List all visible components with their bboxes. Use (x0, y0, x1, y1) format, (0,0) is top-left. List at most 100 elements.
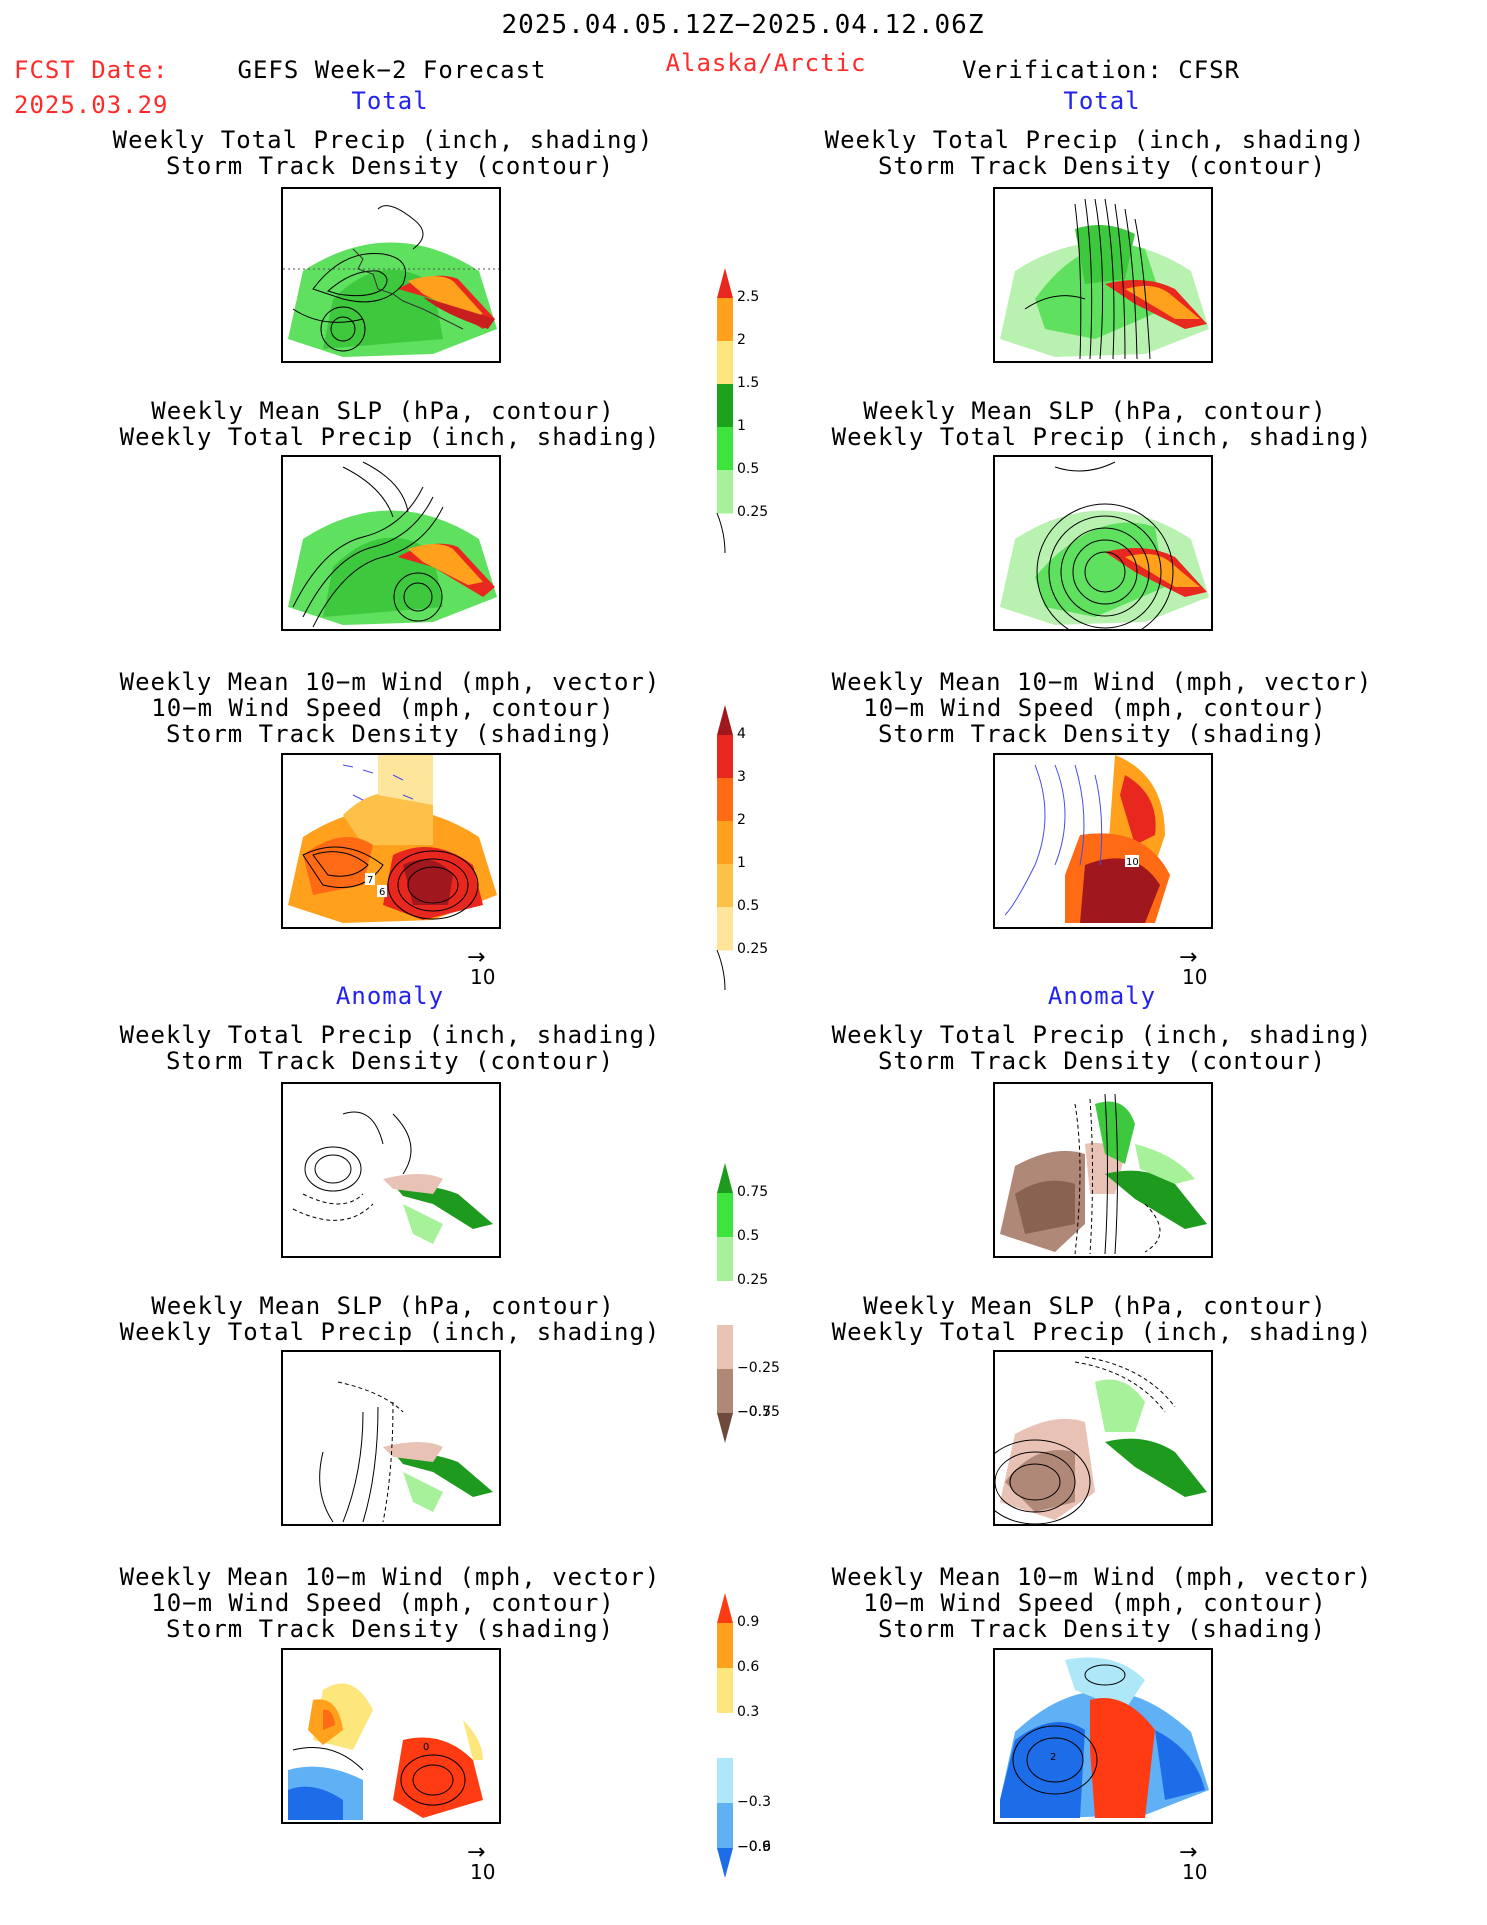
fcst-date-value: 2025.03.29 (14, 91, 169, 119)
panel-title: 10−m Wind Speed (mph, contour) (863, 694, 1327, 722)
colorbar-label: 0.5 (737, 898, 760, 914)
panel-title: Weekly Total Precip (inch, shading) (831, 1318, 1373, 1346)
colorbar-label: 0.25 (737, 941, 769, 957)
section-anomaly-left: Anomaly (335, 982, 445, 1010)
panel-title: Weekly Mean 10−m Wind (mph, vector) (831, 1563, 1373, 1591)
panel-title: Storm Track Density (contour) (877, 152, 1327, 180)
colorbar-label: 0.3 (737, 1704, 760, 1720)
colorbar-label: 0.9 (737, 1614, 760, 1630)
colorbar-label: 2 (737, 332, 746, 348)
colorbar-track-total: 4 3 2 1 0.5 0.25 (715, 705, 795, 990)
colorbar-swatch (717, 735, 733, 779)
panel-title: 10−m Wind Speed (mph, contour) (151, 694, 615, 722)
colorbar-swatch (717, 1281, 733, 1326)
colorbar-swatch (717, 298, 733, 342)
colorbar-label: −0.75 (737, 1404, 780, 1420)
contour-label: 2 (1050, 1752, 1056, 1763)
colorbar-swatch (717, 1758, 733, 1804)
panel-title: 10−m Wind Speed (mph, contour) (151, 1589, 615, 1617)
colorbar-label: 0.25 (737, 1272, 769, 1288)
colorbar-label: −0.5 (737, 1404, 771, 1420)
panel-title: Weekly Total Precip (inch, shading) (824, 126, 1366, 154)
colorbar-label: −0.9 (737, 1839, 771, 1855)
colorbar-label: 1.5 (737, 375, 760, 391)
colorbar-label: 1 (737, 855, 746, 871)
date-range-title: 2025.04.05.12Z−2025.04.12.06Z (501, 10, 985, 40)
vector-reference-arrow-icon: → (467, 945, 486, 970)
panel-title: Weekly Mean 10−m Wind (mph, vector) (119, 668, 661, 696)
panel-title: Weekly Mean SLP (hPa, contour) (151, 1292, 615, 1320)
colorbar-top-triangle (717, 268, 733, 298)
panel-title: Weekly Total Precip (inch, shading) (831, 1021, 1373, 1049)
colorbar-swatch (717, 1713, 733, 1759)
colorbar-swatch (717, 341, 733, 385)
colorbar-swatch (717, 821, 733, 865)
panel-title: Weekly Total Precip (inch, shading) (119, 1318, 661, 1346)
contour-label: 6 (379, 887, 385, 898)
contour-label: 7 (367, 875, 373, 886)
colorbar-precip-total: 2.5 2 1.5 1 0.5 0.25 (715, 268, 795, 553)
colorbar-swatch (717, 1325, 733, 1370)
panel-title: Storm Track Density (shading) (165, 720, 615, 748)
colorbar-swatch (717, 1803, 733, 1849)
colorbar-bottom-triangle (717, 1413, 733, 1443)
panel-title: Storm Track Density (contour) (165, 152, 615, 180)
panel-title: Storm Track Density (shading) (877, 720, 1327, 748)
colorbar-swatch (717, 470, 733, 514)
panel-title: Weekly Total Precip (inch, shading) (119, 423, 661, 451)
colorbar-label: −0.3 (737, 1794, 771, 1810)
panel-title: Weekly Total Precip (inch, shading) (831, 423, 1373, 451)
colorbar-label: 3 (737, 769, 746, 785)
colorbar-swatch (717, 427, 733, 471)
colorbar-label: 0.5 (737, 1228, 760, 1244)
panel-title: Weekly Total Precip (inch, shading) (112, 126, 654, 154)
map-verif-total-wind-track: 10 (993, 753, 1213, 929)
colorbar-label: 4 (737, 726, 746, 742)
fcst-date-label: FCST Date: (14, 56, 169, 84)
colorbar-label: 0.6 (737, 1659, 760, 1675)
map-fcst-total-precip-track (281, 187, 501, 363)
vector-reference-label: 10 (1182, 1860, 1208, 1884)
vector-reference-arrow-icon: → (1179, 945, 1198, 970)
colorbar-track-anomaly: 0.9 0.6 0.3 −0.3 −0.6 −0.9 (715, 1593, 795, 1878)
colorbar-top-triangle (717, 705, 733, 735)
colorbar-swatch (717, 1237, 733, 1282)
map-fcst-anom-slp-precip (281, 1350, 501, 1526)
vector-reference-label: 10 (470, 965, 496, 989)
colorbar-swatch (717, 1623, 733, 1669)
map-fcst-anom-precip-track (281, 1082, 501, 1258)
map-verif-anom-precip-track (993, 1082, 1213, 1258)
colorbar-swatch (717, 384, 733, 428)
map-fcst-anom-wind-track: 0 (281, 1648, 501, 1824)
contour-label: 10 (1126, 857, 1139, 868)
colorbar-label: 0.5 (737, 461, 760, 477)
colorbar-swatch (717, 907, 733, 951)
panel-title: Storm Track Density (contour) (165, 1047, 615, 1075)
panel-title: Weekly Mean 10−m Wind (mph, vector) (119, 1563, 661, 1591)
colorbar-swatch (717, 1193, 733, 1238)
panel-title: Weekly Mean SLP (hPa, contour) (863, 397, 1327, 425)
panel-title: Weekly Total Precip (inch, shading) (119, 1021, 661, 1049)
colorbar-swatch (717, 1668, 733, 1714)
contour-label: 0 (423, 1742, 429, 1753)
panel-title: Weekly Mean SLP (hPa, contour) (863, 1292, 1327, 1320)
verification-title: Verification: CFSR (961, 56, 1241, 84)
colorbar-label: 0.25 (737, 504, 769, 520)
vector-reference-label: 10 (470, 1860, 496, 1884)
map-fcst-total-wind-track: 7 6 (281, 753, 501, 929)
panel-title: Storm Track Density (contour) (877, 1047, 1327, 1075)
colorbar-swatch (717, 778, 733, 822)
colorbar-label: 1 (737, 418, 746, 434)
panel-title: Storm Track Density (shading) (877, 1615, 1327, 1643)
colorbar-top-triangle (717, 1163, 733, 1193)
region-title: Alaska/Arctic (665, 49, 867, 77)
colorbar-swatch (717, 864, 733, 908)
section-total-right: Total (1063, 87, 1141, 115)
colorbar-label: 0.75 (737, 1184, 769, 1200)
map-verif-total-slp-precip (993, 455, 1213, 631)
map-verif-total-precip-track (993, 187, 1213, 363)
colorbar-tail (716, 949, 726, 990)
vector-reference-arrow-icon: → (467, 1840, 486, 1865)
map-fcst-total-slp-precip (281, 455, 501, 631)
colorbar-label: 2 (737, 812, 746, 828)
